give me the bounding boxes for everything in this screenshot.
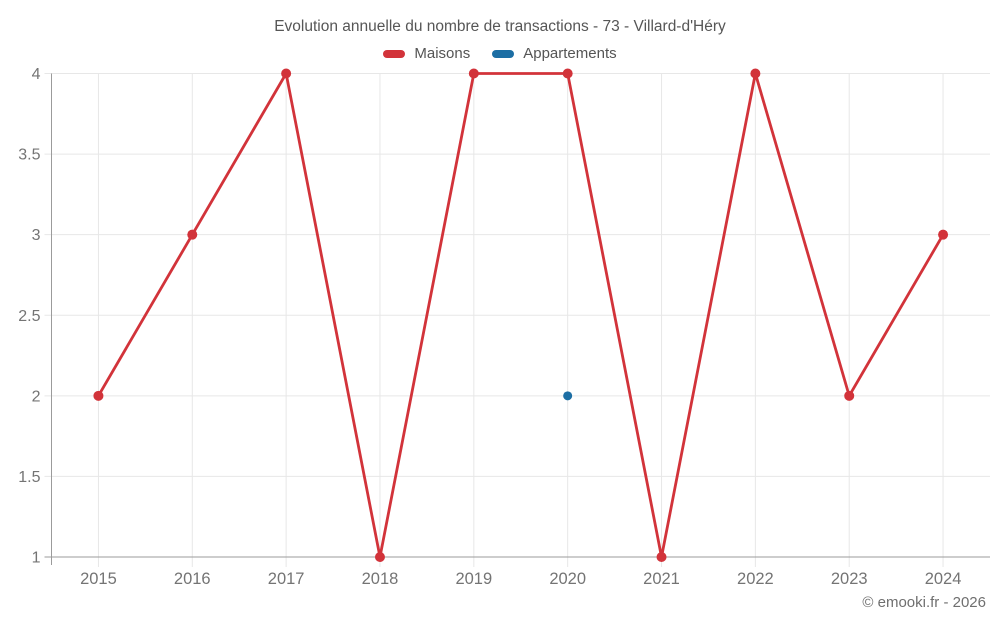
- x-tick-label: 2017: [268, 570, 305, 588]
- x-tick-label: 2021: [643, 570, 680, 588]
- data-point-maisons-2018[interactable]: [374, 552, 385, 562]
- x-tick-label: 2024: [925, 570, 962, 588]
- data-point-maisons-2016[interactable]: [187, 229, 198, 240]
- y-tick-label: 3: [32, 227, 41, 244]
- legend-swatch-maisons-icon: [383, 49, 406, 58]
- y-tick-label: 3.5: [18, 147, 40, 164]
- data-point-maisons-2020[interactable]: [562, 68, 573, 79]
- data-point-maisons-2015[interactable]: [93, 390, 104, 401]
- legend: Maisons Appartements: [0, 45, 1000, 62]
- x-tick-label: 2019: [455, 570, 492, 588]
- data-point-maisons-2023[interactable]: [844, 390, 855, 401]
- y-tick-label: 1: [32, 550, 41, 567]
- legend-item-appartements[interactable]: Appartements: [492, 45, 617, 62]
- x-tick-label: 2015: [80, 570, 117, 588]
- data-point-maisons-2022[interactable]: [750, 68, 761, 79]
- legend-label: Maisons: [414, 45, 471, 62]
- legend-swatch-appartements-icon: [492, 49, 515, 58]
- y-tick-label: 2: [32, 388, 41, 405]
- y-tick-label: 2.5: [18, 308, 40, 325]
- x-tick-label: 2022: [737, 570, 774, 588]
- x-tick-label: 2023: [831, 570, 868, 588]
- x-tick-label: 2016: [174, 570, 211, 588]
- watermark: © emooki.fr - 2026: [862, 594, 986, 611]
- series-line-maisons: [97, 72, 945, 559]
- y-tick-label: 1.5: [18, 469, 40, 486]
- data-point-maisons-2019[interactable]: [468, 68, 479, 79]
- data-point-maisons-2017[interactable]: [281, 68, 292, 79]
- chart-title: Evolution annuelle du nombre de transact…: [274, 18, 726, 35]
- x-tick-label: 2018: [362, 570, 399, 588]
- data-point-appartements-2020[interactable]: [563, 391, 573, 401]
- legend-label: Appartements: [523, 45, 617, 62]
- legend-item-maisons[interactable]: Maisons: [383, 45, 470, 62]
- y-tick-label: 4: [32, 66, 41, 83]
- x-tick-label: 2020: [549, 570, 586, 588]
- data-point-maisons-2021[interactable]: [656, 552, 667, 562]
- data-point-maisons-2024[interactable]: [938, 229, 949, 240]
